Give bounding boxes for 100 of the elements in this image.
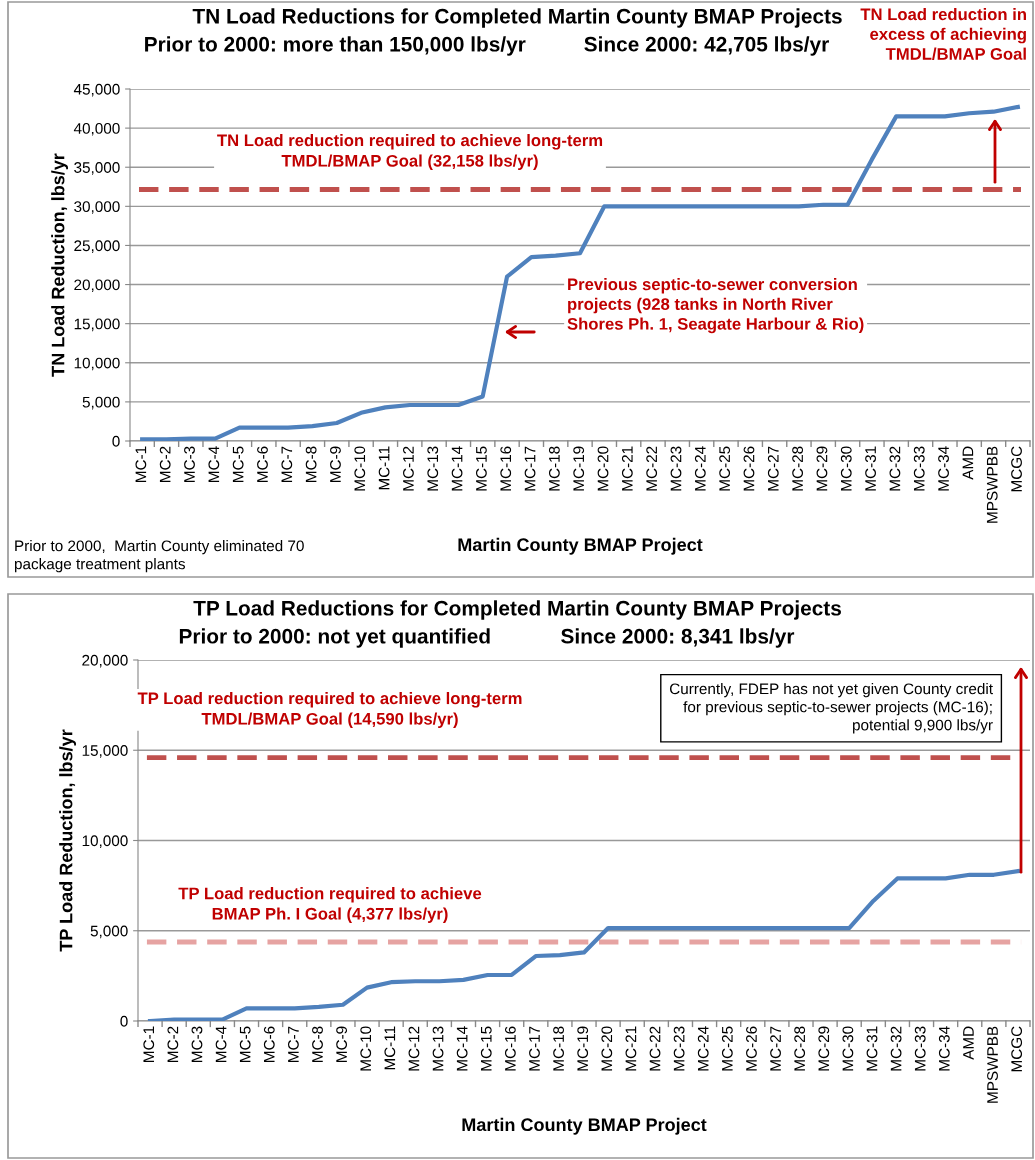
- x-tick-label: MC-17: [524, 446, 536, 491]
- y-tick-label: 45,000: [73, 83, 120, 97]
- x-tick-label: MC-12: [408, 1026, 420, 1071]
- y-tick-label: 30,000: [74, 201, 120, 214]
- x-tick-label: MC-20: [597, 446, 609, 491]
- chart-title: TP Load Reductions for Completed Martin County BMAP Projects: [193, 600, 841, 620]
- x-tick-label: MC-7: [281, 446, 293, 482]
- x-tick-label: MC-31: [865, 446, 876, 491]
- chart-subtitle: Prior to 2000: more than 150,000 lbs/yr Since 2000: 42,705 lbs/yr: [145, 36, 829, 56]
- x-tick-label: MC-27: [770, 1026, 781, 1071]
- x-tick-label: MC-16: [500, 446, 512, 491]
- x-tick-label: MC-2: [167, 1026, 179, 1062]
- x-tick-label: MC-4: [208, 446, 220, 482]
- line-series: [140, 104, 1020, 441]
- x-tick-label: AMD: [963, 1026, 974, 1060]
- x-tick-label: MC-6: [257, 446, 268, 482]
- x-tick-label: MC-17: [529, 1026, 540, 1071]
- y-tick-label: 10,000: [82, 835, 128, 848]
- x-tick-label: MC-31: [866, 1026, 878, 1071]
- x-tick-label: MC-25: [721, 1026, 733, 1071]
- x-tick-label: MC-14: [451, 446, 463, 491]
- x-tick-label: MC-12: [403, 446, 414, 491]
- x-axis-title: Martin County BMAP Project: [462, 1117, 707, 1135]
- x-tick-label: MC-8: [312, 1026, 323, 1062]
- x-tick-label: MC-18: [553, 1026, 564, 1071]
- x-tick-label: MPSWPBB: [986, 446, 998, 523]
- x-tick-label: MCGC: [1011, 446, 1022, 492]
- x-tick-label: MPSWPBB: [987, 1026, 998, 1103]
- x-tick-label: MC-28: [792, 446, 804, 491]
- x-tick-label: MC-33: [913, 446, 925, 491]
- line-series: [147, 869, 1021, 1021]
- y-tick-label: 40,000: [73, 122, 120, 136]
- x-tick-label: MC-4: [215, 1026, 227, 1062]
- x-tick-label: AMD: [962, 446, 974, 480]
- x-tick-label: MC-14: [456, 1026, 468, 1071]
- y-tick-label: 20,000: [82, 654, 128, 668]
- x-tick-label: MC-9: [336, 1026, 348, 1062]
- chart-title: TN Load Reductions for Completed Martin County BMAP Projects: [192, 8, 842, 28]
- x-tick-label: MC-21: [621, 446, 633, 491]
- x-tick-label: MCGC: [1011, 1026, 1023, 1072]
- y-axis-title: TP Load Reduction, lbs/yr: [59, 729, 76, 952]
- x-tick-label: MC-5: [232, 446, 244, 482]
- x-tick-label: MC-28: [794, 1026, 806, 1071]
- x-tick-label: MC-18: [548, 446, 560, 491]
- x-tick-label: MC-25: [719, 446, 731, 491]
- x-tick-label: MC-30: [840, 446, 852, 491]
- text: Prior to 2000, Martin County eliminated 70 package treatment plants: [14, 540, 304, 573]
- x-tick-label: MC-5: [239, 1026, 251, 1062]
- y-tick-label: 20,000: [74, 279, 120, 293]
- y-axis-title: TN Load Reduction, lbs/yr: [51, 153, 68, 377]
- x-tick-label: MC-3: [191, 1026, 203, 1062]
- x-tick-label: MC-6: [263, 1026, 275, 1062]
- x-tick-label: MC-24: [697, 1026, 709, 1071]
- x-tick-label: MC-26: [743, 446, 755, 491]
- ref-line-label: TN Load reduction required to achieve long-term TMDL/BMAP Goal (32,158 lbs/yr): [217, 134, 603, 170]
- chart-subtitle: Prior to 2000: not yet quantified Since 2000: 8,341 lbs/yr: [179, 628, 795, 648]
- y-tick-label: 35,000: [74, 162, 120, 175]
- x-tick-label: MC-21: [625, 1026, 637, 1071]
- y-tick-label: 15,000: [74, 318, 120, 332]
- x-tick-label: MC-19: [577, 1026, 589, 1071]
- x-axis-title: Martin County BMAP Project: [458, 537, 703, 555]
- x-tick-label: MC-19: [573, 446, 585, 491]
- y-tick-label: 10,000: [74, 357, 120, 371]
- x-tick-label: MC-24: [694, 446, 706, 491]
- x-tick-label: MC-11: [384, 1026, 396, 1070]
- x-tick-label: MC-1: [135, 446, 147, 482]
- x-tick-label: MC-16: [504, 1026, 516, 1071]
- x-tick-label: MC-13: [432, 1026, 444, 1071]
- x-tick-label: MC-30: [842, 1026, 854, 1071]
- x-tick-label: MC-7: [287, 1026, 299, 1062]
- x-tick-label: MC-10: [354, 446, 366, 491]
- y-tick-label: 15,000: [82, 745, 128, 758]
- x-tick-label: MC-22: [646, 446, 658, 491]
- y-tick-label: 0: [112, 435, 120, 447]
- x-tick-label: MC-34: [938, 446, 949, 491]
- x-tick-label: MC-1: [143, 1026, 155, 1062]
- x-tick-label: MC-29: [818, 1026, 830, 1071]
- y-tick-label: 25,000: [74, 240, 120, 253]
- x-tick-label: MC-9: [330, 446, 341, 482]
- x-tick-label: MC-2: [159, 446, 171, 482]
- x-tick-label: MC-32: [889, 446, 901, 491]
- x-tick-label: MC-15: [480, 1026, 492, 1071]
- x-tick-label: MC-29: [816, 446, 828, 491]
- x-tick-label: MC-34: [938, 1026, 950, 1071]
- x-tick-label: MC-13: [427, 446, 439, 491]
- y-tick-label: 0: [120, 1015, 128, 1027]
- x-tick-label: MC-10: [360, 1026, 372, 1071]
- annotation: Currently, FDEP has not yet given County credit for previous septic-to-sewer projects (MC-16); potential 9,900 lbs/yr: [669, 683, 993, 734]
- x-tick-label: MC-20: [601, 1026, 613, 1071]
- x-tick-label: MC-22: [649, 1026, 661, 1071]
- ref-line-label: TP Load reduction required to achieve BMAP Ph. I Goal (4,377 lbs/yr): [178, 887, 482, 923]
- x-tick-label: MC-27: [767, 446, 779, 491]
- x-tick-label: MC-23: [673, 1026, 685, 1071]
- y-tick-label: 5,000: [90, 925, 128, 939]
- x-tick-label: MC-33: [914, 1026, 926, 1071]
- text: TN Load reduction in excess of achieving TMDL/BMAP Goal: [860, 8, 1026, 61]
- y-tick-label: 5,000: [82, 396, 120, 410]
- x-tick-label: MC-32: [890, 1026, 902, 1071]
- x-tick-label: MC-11: [378, 446, 390, 490]
- x-tick-label: MC-23: [670, 446, 682, 491]
